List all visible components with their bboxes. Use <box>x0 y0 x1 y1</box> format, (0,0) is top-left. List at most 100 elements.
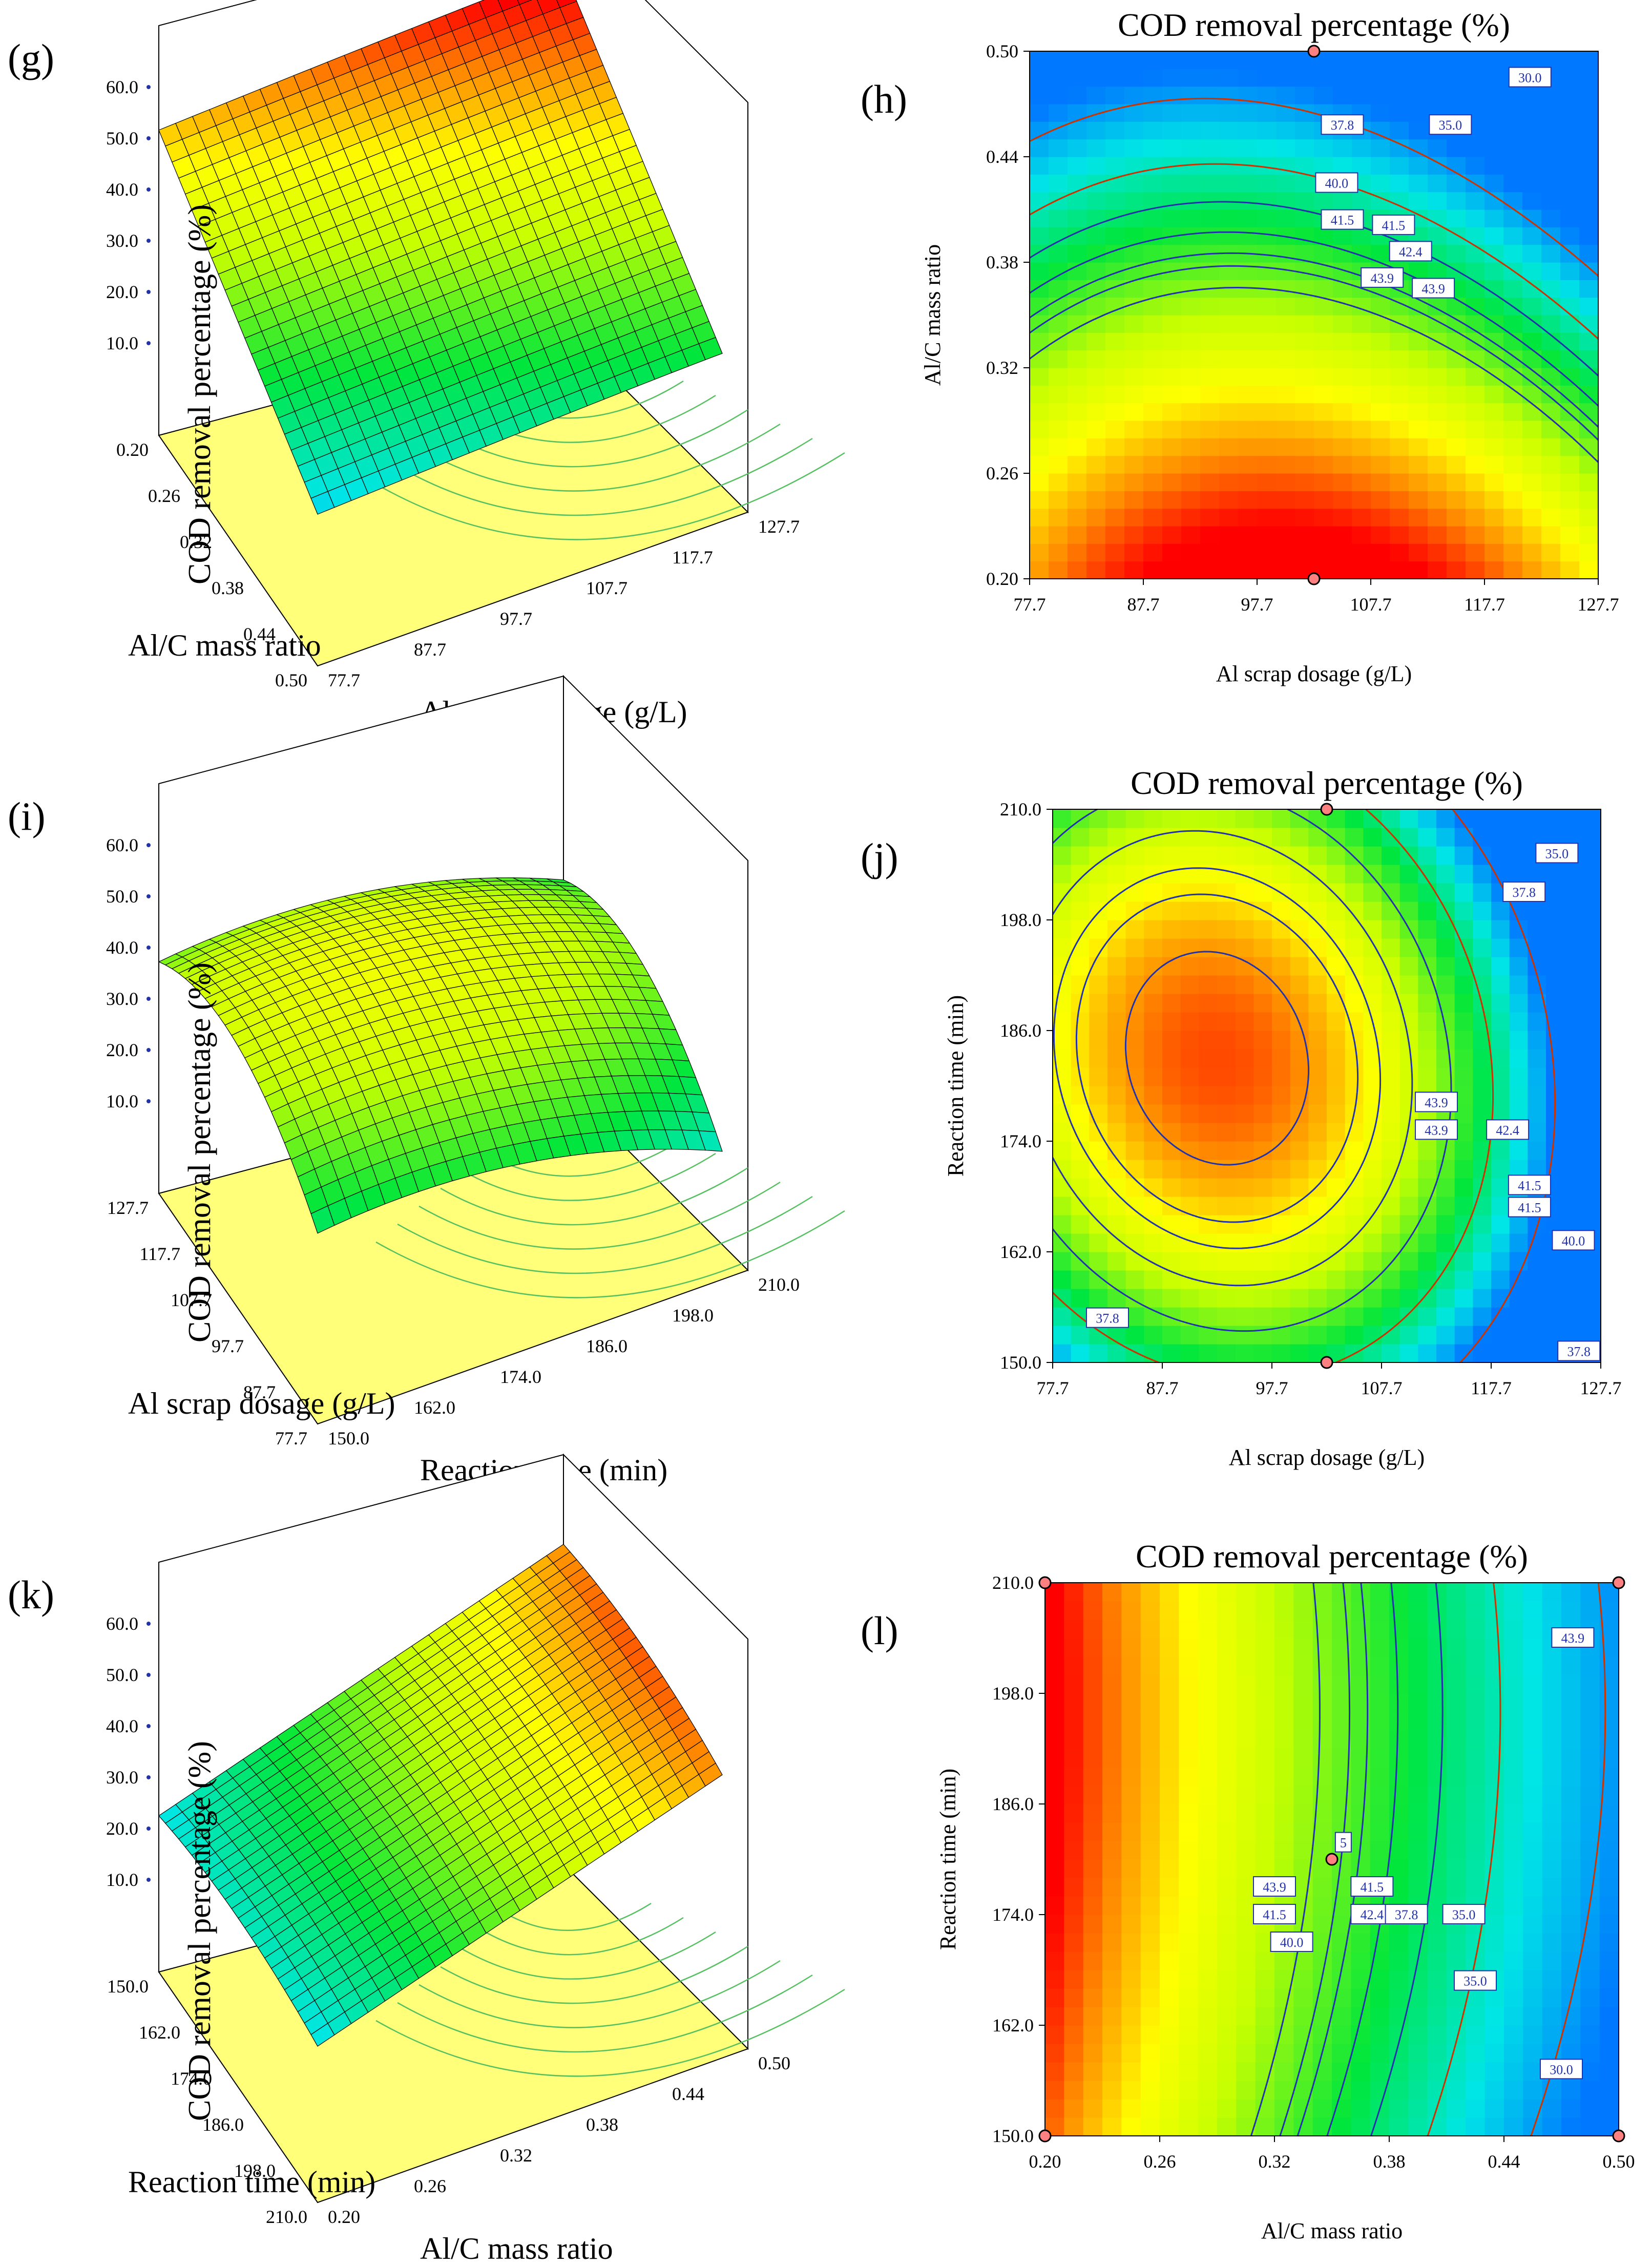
heat-cell <box>1140 1970 1160 1989</box>
heat-cell <box>1274 1675 1294 1694</box>
design-point <box>1307 572 1321 585</box>
x-tick-label: 0.50 <box>275 670 307 690</box>
heat-cell <box>1314 543 1333 562</box>
heat-cell <box>1124 385 1144 404</box>
heat-cell <box>1363 975 1382 994</box>
contour-label: 43.9 <box>1421 282 1445 297</box>
heat-cell <box>1235 1012 1254 1031</box>
heat-cell <box>1180 920 1199 939</box>
heat-cell <box>1390 368 1409 386</box>
heat-cell <box>1124 421 1144 438</box>
heat-cell <box>1509 1215 1528 1234</box>
heat-cell <box>1351 2117 1371 2136</box>
heat-cell <box>1312 1638 1332 1657</box>
heat-cell <box>1447 403 1466 421</box>
heat-cell <box>1200 350 1220 368</box>
heat-cell <box>1140 2007 1160 2026</box>
heat-cell <box>1418 1067 1437 1086</box>
heat-cell <box>1293 1730 1313 1749</box>
x-tick-label: 162.0 <box>139 2022 180 2043</box>
heat-cell <box>1484 86 1504 104</box>
heat-cell <box>1140 1730 1160 1749</box>
heat-cell <box>1503 280 1523 298</box>
heat-cell <box>1436 938 1455 957</box>
heat-cell <box>1083 1804 1103 1823</box>
heat-cell <box>1599 1970 1619 1989</box>
heat-cell <box>1236 1822 1256 1841</box>
heat-cell <box>1580 1712 1600 1731</box>
heat-cell <box>1382 920 1400 939</box>
heat-cell <box>1086 473 1106 491</box>
heat-cell <box>1140 1859 1160 1878</box>
heat-cell <box>1181 403 1201 421</box>
heat-cell <box>1235 1104 1254 1123</box>
heat-cell <box>1179 1915 1199 1934</box>
heat-cell <box>1509 1067 1528 1086</box>
heat-cell <box>1124 69 1144 87</box>
heat-cell <box>1523 1583 1543 1602</box>
heat-cell <box>1314 526 1333 544</box>
heat-cell <box>1045 1638 1064 1657</box>
heat-cell <box>1102 1859 1122 1878</box>
heat-cell <box>1484 438 1504 456</box>
heat-cell <box>1071 846 1090 865</box>
y-tick-label: 0.26 <box>414 2176 446 2196</box>
heat-cell <box>1504 1767 1523 1786</box>
heat-cell <box>1199 975 1218 994</box>
heat-cell <box>1523 1693 1543 1712</box>
heat-cell <box>1308 1326 1327 1345</box>
heat-cell <box>1030 385 1049 404</box>
heat-cell <box>1504 1915 1523 1934</box>
heat-cell <box>1272 1141 1291 1160</box>
heat-cell <box>1068 403 1087 421</box>
heat-cell <box>1333 157 1352 175</box>
heat-cell <box>1371 139 1390 157</box>
heat-cell <box>1238 561 1258 579</box>
heat-cell <box>1181 473 1201 491</box>
heat-cell <box>1144 975 1163 994</box>
heat-cell <box>1473 865 1492 884</box>
heat-cell <box>1257 455 1277 474</box>
heat-cell <box>1484 1712 1504 1731</box>
heat-cell <box>1083 1749 1103 1768</box>
heat-cell <box>1473 1215 1492 1234</box>
heat-cell <box>1071 1012 1090 1031</box>
heat-cell <box>1217 1804 1237 1823</box>
heat-cell <box>1143 473 1163 491</box>
heat-cell <box>1371 526 1390 544</box>
heat-cell <box>1504 2044 1523 2063</box>
heat-cell <box>1049 438 1068 456</box>
heat-cell <box>1064 1675 1084 1694</box>
heat-cell <box>1083 1915 1103 1934</box>
heat-cell <box>1143 315 1163 333</box>
heat-cell <box>1447 438 1466 456</box>
surface-panel-g: (g)10.020.030.040.050.060.00.200.260.320… <box>8 0 845 729</box>
heat-cell <box>1371 174 1390 193</box>
heat-cell <box>1560 508 1580 527</box>
heat-cell <box>1274 1693 1294 1712</box>
heat-cell <box>1219 350 1239 368</box>
heat-cell <box>1253 1344 1272 1363</box>
heat-cell <box>1236 2062 1256 2081</box>
heat-cell <box>1454 920 1473 939</box>
heat-cell <box>1428 139 1447 157</box>
heat-cell <box>1327 1252 1346 1271</box>
heat-cell <box>1180 1215 1199 1234</box>
heat-cell <box>1272 994 1291 1013</box>
heat-cell <box>1503 473 1523 491</box>
heat-cell <box>1162 192 1182 210</box>
heat-cell <box>1428 403 1447 421</box>
heat-cell <box>1454 846 1473 865</box>
heat-cell <box>1390 350 1409 368</box>
heat-cell <box>1053 1233 1072 1252</box>
heat-cell <box>1276 315 1295 333</box>
heat-cell <box>1599 1896 1619 1915</box>
heat-cell <box>1045 2062 1064 2081</box>
heat-cell <box>1180 1326 1199 1345</box>
heat-cell <box>1447 51 1466 69</box>
heat-cell <box>1447 1693 1466 1712</box>
heat-cell <box>1580 1822 1600 1841</box>
heat-cell <box>1140 2062 1160 2081</box>
heat-cell <box>1473 809 1492 828</box>
heat-cell <box>1447 192 1466 210</box>
